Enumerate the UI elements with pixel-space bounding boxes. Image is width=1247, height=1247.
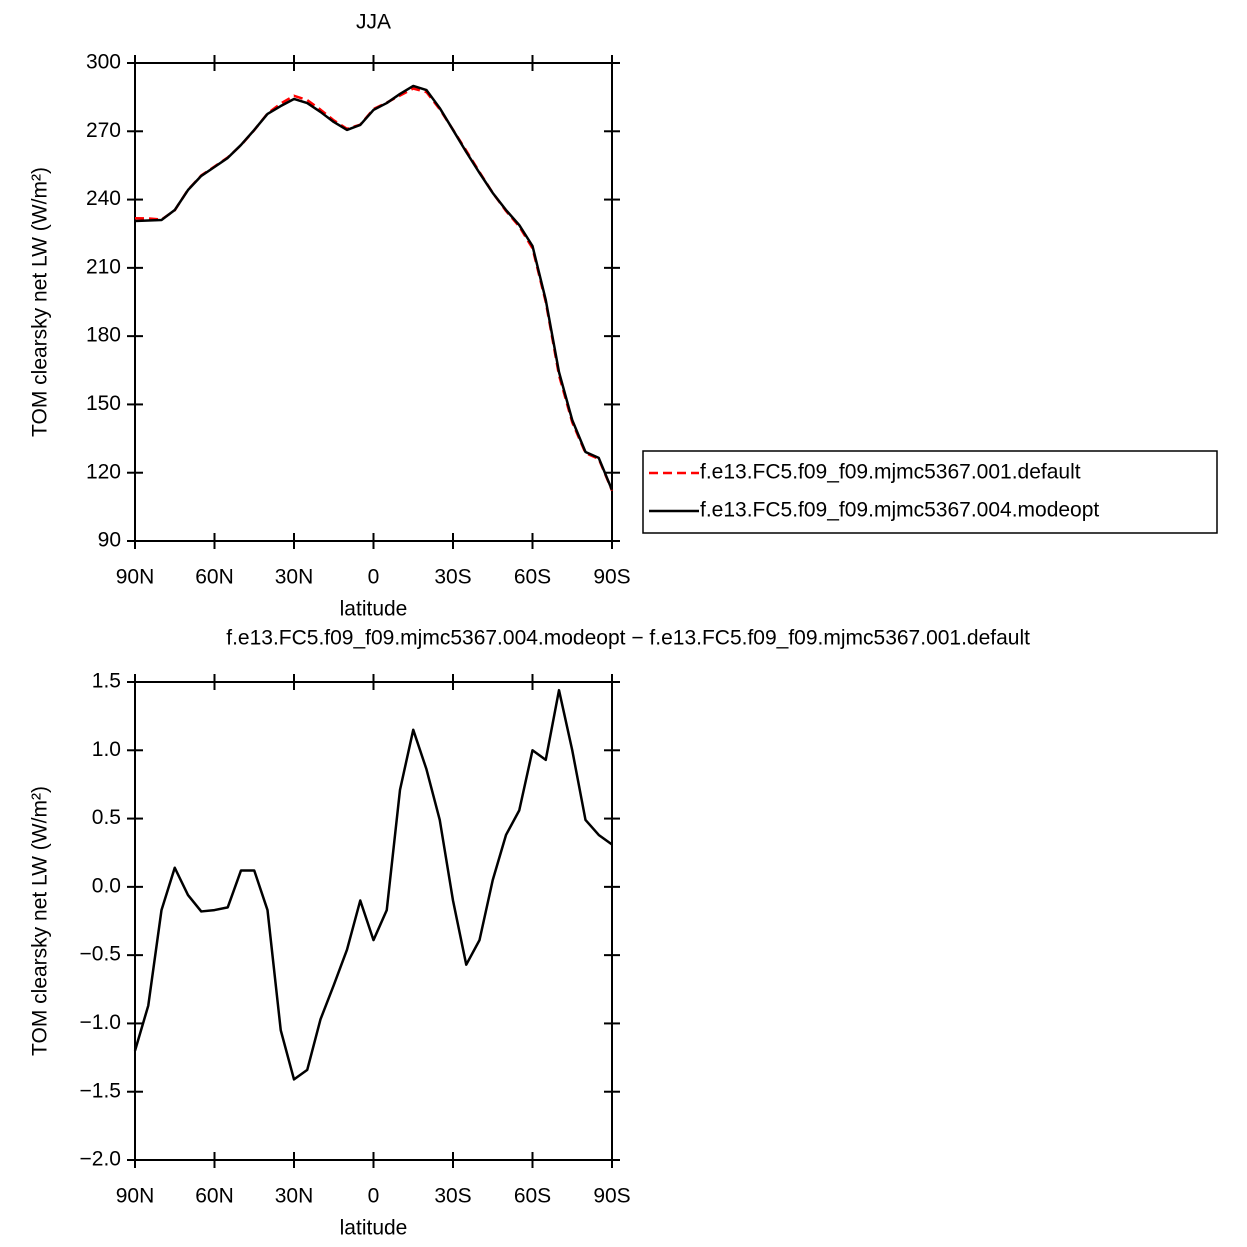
- x-tick-label: 90S: [593, 1185, 630, 1208]
- x-axis-label: latitude: [340, 1217, 408, 1240]
- y-tick-label: 270: [86, 119, 121, 142]
- x-tick-label: 60N: [195, 1185, 234, 1208]
- plot-frame: [134, 681, 613, 1161]
- y-tick-label: 240: [86, 187, 121, 210]
- y-tick-label: 1.0: [92, 738, 121, 761]
- x-tick-label: 60S: [514, 1185, 551, 1208]
- x-tick-label: 0: [368, 566, 380, 589]
- x-tick-label: 90N: [116, 1185, 155, 1208]
- data-line: [133, 688, 613, 1081]
- legend-label: f.e13.FC5.f09_f09.mjmc5367.004.modeopt: [700, 499, 1099, 522]
- x-axis-label: latitude: [340, 598, 408, 621]
- y-tick-label: 1.5: [92, 670, 121, 693]
- y-tick-label: 90: [98, 529, 121, 552]
- x-tick-label: 90S: [593, 566, 630, 589]
- y-tick-label: 210: [86, 255, 121, 278]
- y-tick-label: −0.5: [80, 943, 121, 966]
- x-tick-label: 30N: [275, 566, 314, 589]
- y-axis-label: TOM clearsky net LW (W/m²): [29, 786, 52, 1056]
- data-line: [134, 84, 614, 491]
- y-axis-label: TOM clearsky net LW (W/m²): [29, 167, 52, 437]
- y-tick-label: −2.0: [80, 1148, 121, 1171]
- y-tick-label: 180: [86, 324, 121, 347]
- x-tick-label: 30N: [275, 1185, 314, 1208]
- x-tick-label: 0: [368, 1185, 380, 1208]
- y-tick-label: 0.5: [92, 806, 121, 829]
- y-tick-label: 0.0: [92, 874, 121, 897]
- x-tick-label: 30S: [434, 566, 471, 589]
- y-tick-label: −1.0: [80, 1011, 121, 1034]
- legend-box: [642, 450, 1218, 534]
- data-line: [134, 87, 614, 492]
- y-tick-label: 150: [86, 392, 121, 415]
- x-tick-label: 60S: [514, 566, 551, 589]
- legend-label: f.e13.FC5.f09_f09.mjmc5367.001.default: [700, 461, 1081, 484]
- x-tick-label: 90N: [116, 566, 155, 589]
- y-tick-label: 120: [86, 460, 121, 483]
- y-tick-label: −1.5: [80, 1079, 121, 1102]
- chart-title: f.e13.FC5.f09_f09.mjmc5367.004.modeopt −…: [226, 627, 1030, 650]
- chart-title: JJA: [356, 11, 391, 34]
- y-tick-label: 300: [86, 51, 121, 74]
- x-tick-label: 30S: [434, 1185, 471, 1208]
- plot-frame: [134, 62, 613, 542]
- x-tick-label: 60N: [195, 566, 234, 589]
